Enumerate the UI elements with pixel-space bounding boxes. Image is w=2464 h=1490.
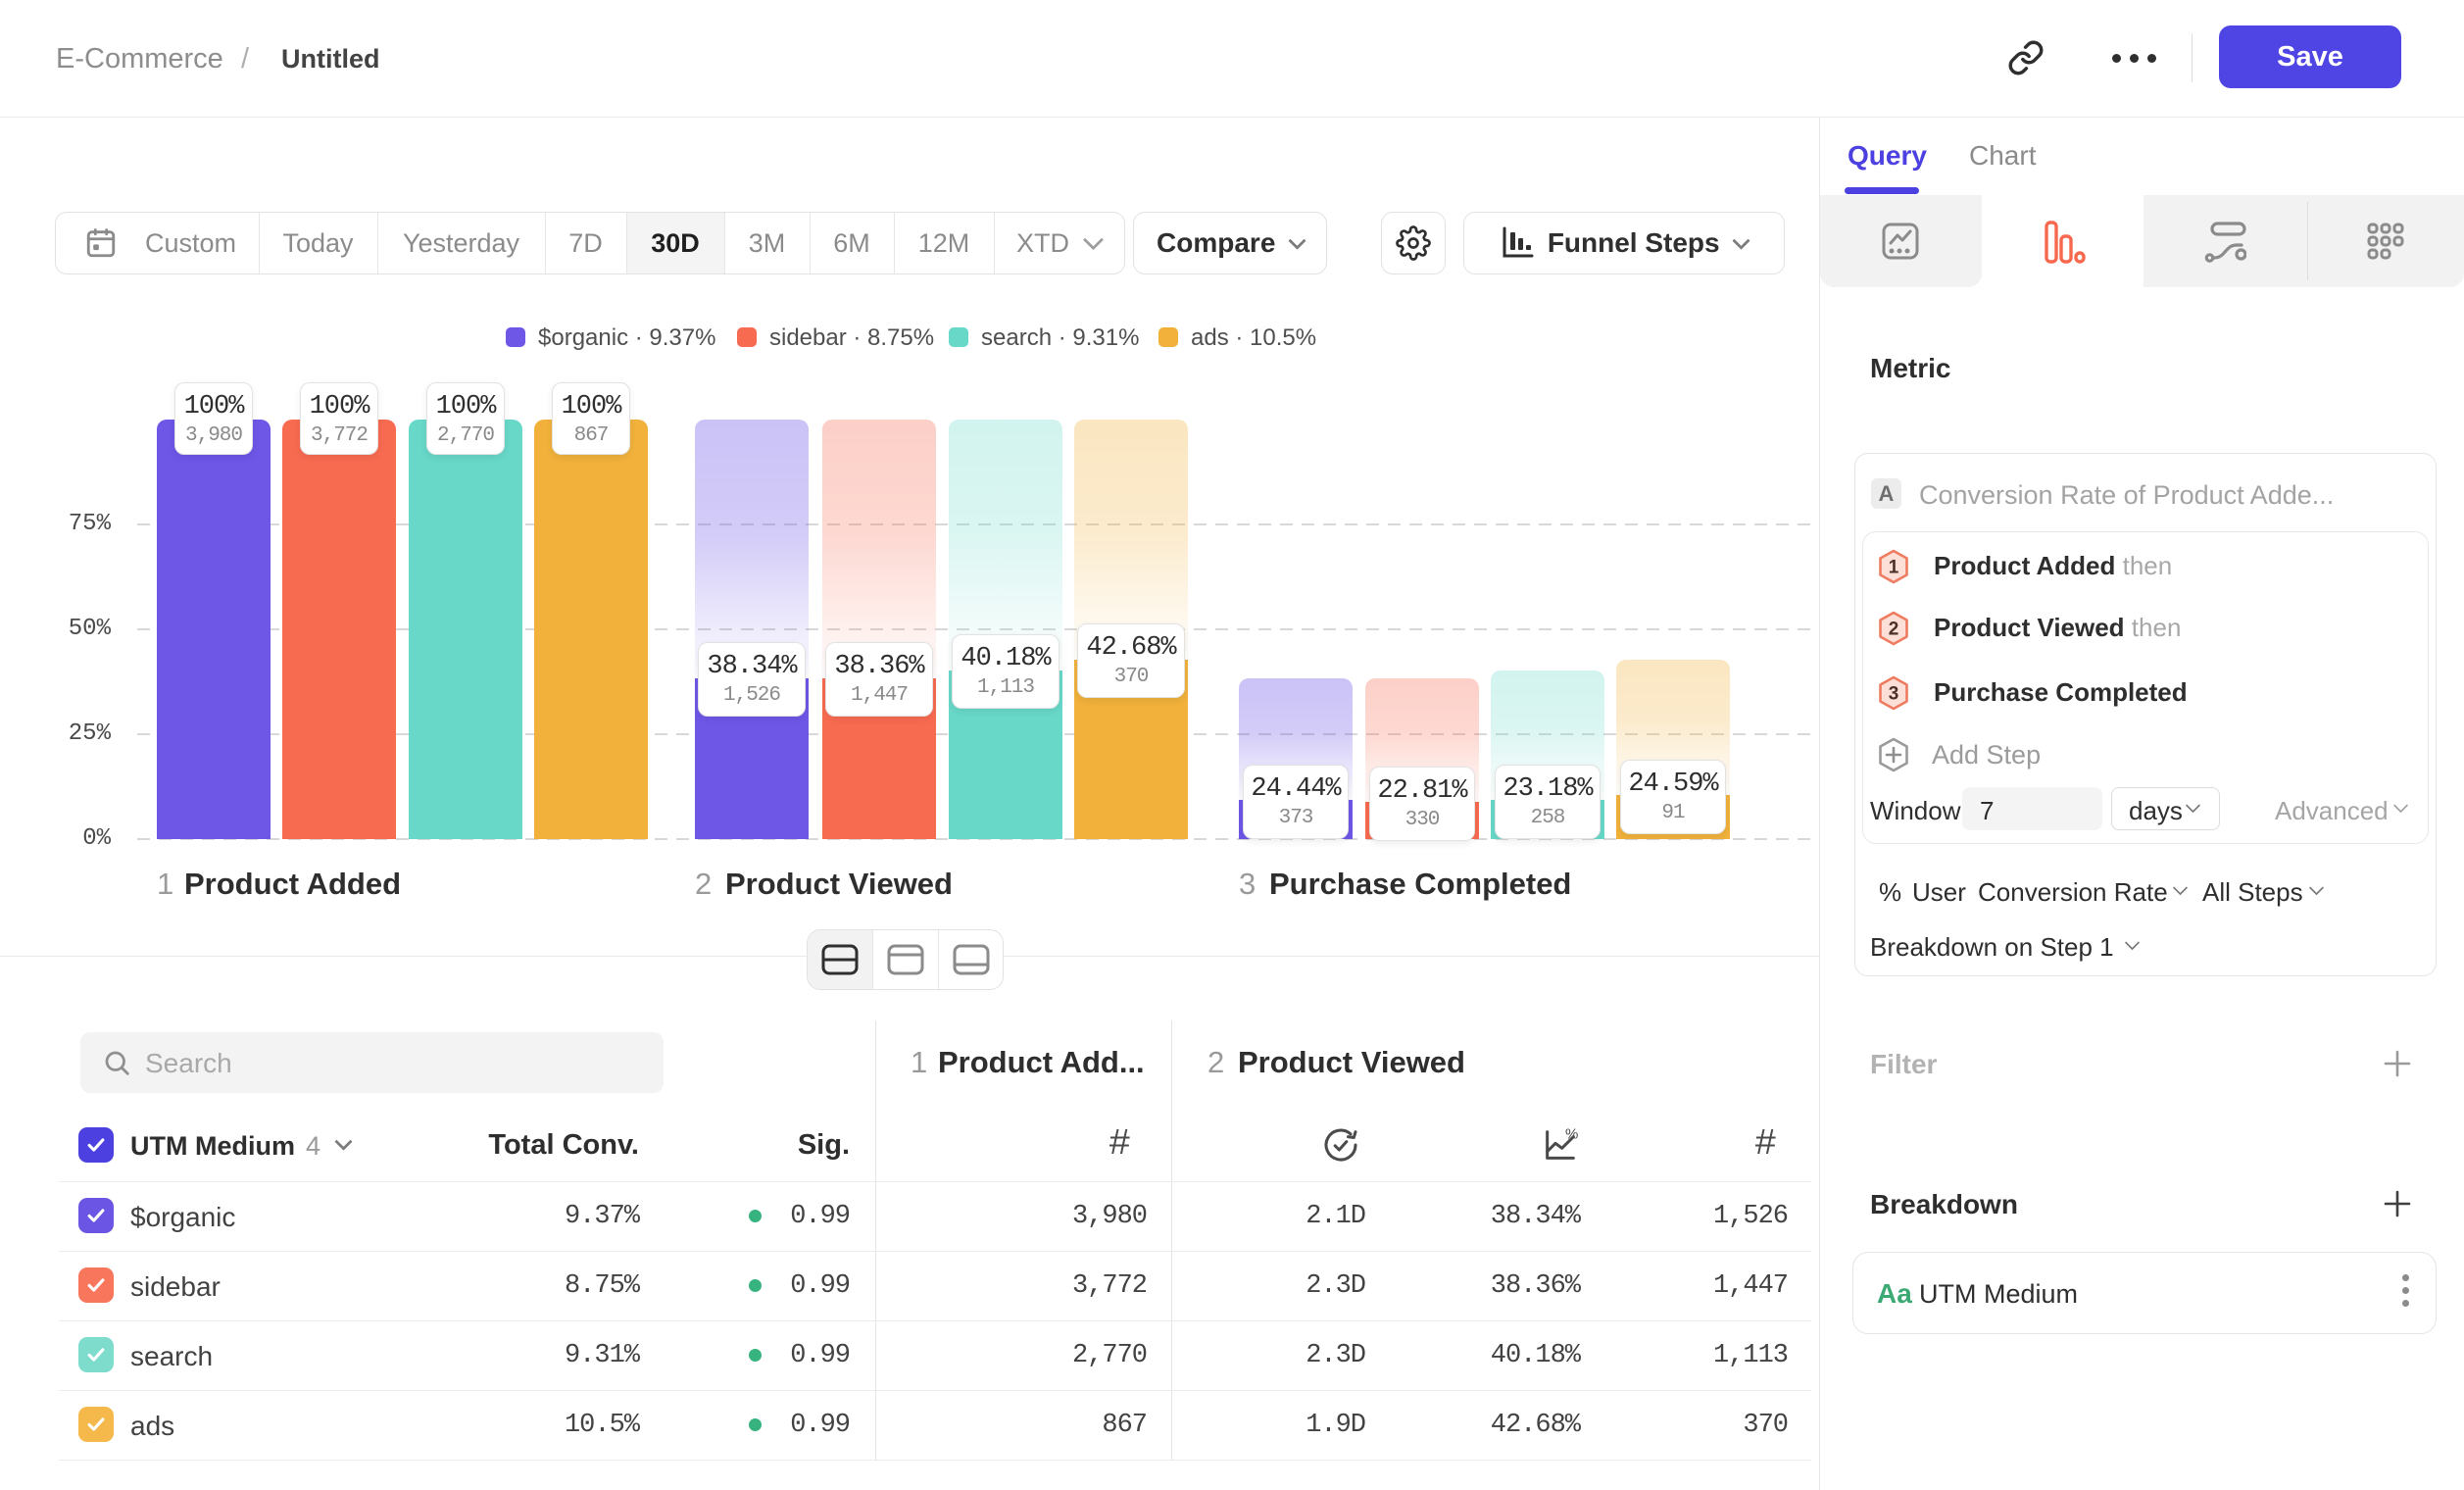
svg-text:3: 3	[1889, 684, 1899, 705]
svg-text:2: 2	[1889, 620, 1899, 640]
svg-text:%: %	[1565, 1125, 1578, 1142]
svg-text:1: 1	[1889, 558, 1899, 578]
